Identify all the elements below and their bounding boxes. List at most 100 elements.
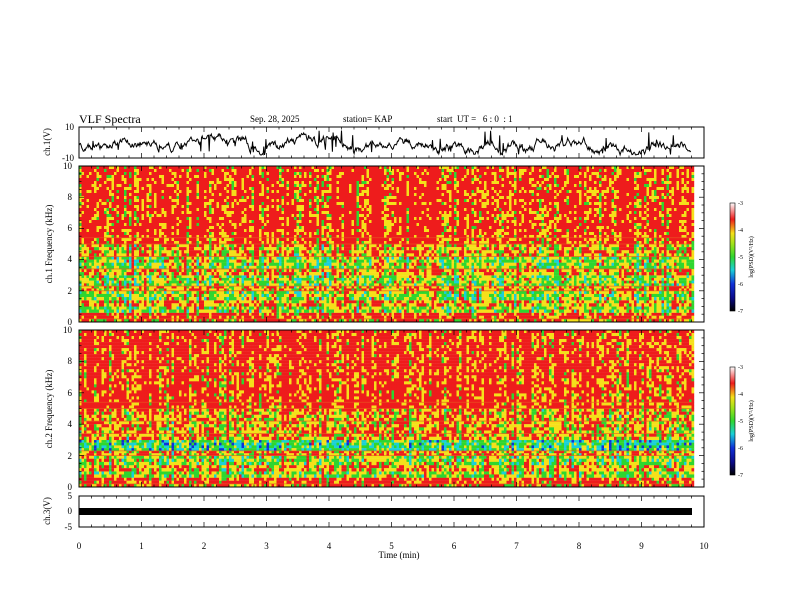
spectrogram-cell [519,310,522,313]
spectrogram-cell [437,313,440,316]
spectrogram-cell [479,313,482,316]
spectrogram-cell [522,306,525,309]
spectrogram-cell [129,313,132,316]
spectrogram-cell [397,313,400,316]
spectrogram-cell [442,300,445,303]
spectrogram-cell [277,300,280,303]
spectrogram-cell [419,300,422,303]
spectrogram-cell [479,306,482,309]
spectrogram-cell [587,300,590,303]
spectrogram-cell [222,306,225,309]
spectrogram-cell [104,300,107,303]
spectrogram-cell [517,310,520,313]
spectrogram-cell [257,303,260,306]
spectrogram-cell [444,306,447,309]
spectrogram-cell [599,313,602,316]
spectrogram-cell [652,310,655,313]
spectrogram-cell [369,306,372,309]
spectrogram-cell [252,300,255,303]
spectrogram-cell [444,300,447,303]
spectrogram-cell [172,300,175,303]
spectrogram-cell [284,300,287,303]
spectrogram-cell [617,306,620,309]
spectrogram-cell [224,313,227,316]
spectrogram-cell [194,310,197,313]
spectrogram-cell [427,300,430,303]
spectrogram-cell [402,300,405,303]
spectrogram-cell [264,310,267,313]
spectrogram-cell [147,313,150,316]
spectrogram-cell [127,306,130,309]
spectrogram-cell [639,300,642,303]
spectrogram-cell [487,306,490,309]
spectrogram-cell [522,310,525,313]
spectrogram-cell [449,313,452,316]
spectrogram-cell [454,310,457,313]
spectrogram-cell [497,310,500,313]
spectrogram-cell [387,306,390,309]
spectrogram-cell [552,306,555,309]
spectrogram-cell [504,310,507,313]
spectrogram-cell [219,306,222,309]
spectrogram-cell [294,313,297,316]
spectrogram-cell [89,310,92,313]
spectrogram-cell [172,306,175,309]
spectrogram-cell [492,306,495,309]
spectrogram-cell [294,306,297,309]
spectrogram-cell [577,313,580,316]
spectrogram-cell [414,300,417,303]
spectrogram-cell [124,313,127,316]
spectrogram-cell [322,313,325,316]
spectrogram-cell [537,310,540,313]
spectrogram-cell [559,310,562,313]
spectrogram-cell [309,306,312,309]
spectrogram-cell [154,310,157,313]
spectrogram-cell [649,310,652,313]
spectrogram-cell [569,310,572,313]
spectrogram-cell [432,306,435,309]
spectrogram-cell [634,310,637,313]
spectrogram-cell [542,300,545,303]
spectrogram-cell [614,306,617,309]
spectrogram-cell [599,310,602,313]
spectrogram-cell [679,310,682,313]
spectrogram-cell [282,306,285,309]
spectrogram-cell [157,300,160,303]
spectrogram-cell [624,300,627,303]
spectrogram-cell [292,300,295,303]
spectrogram-cell [372,310,375,313]
spectrogram-cell [572,313,575,316]
spectrogram-cell [347,310,350,313]
spectrogram-cell [379,313,382,316]
spectrogram-cell [424,306,427,309]
spectrogram-cell [304,313,307,316]
spectrogram-cell [262,313,265,316]
spectrogram-cell [604,313,607,316]
spectrogram-cell [207,303,210,306]
spectrogram-cell [144,303,147,306]
spectrogram-cell [94,313,97,316]
spectrogram-cell [379,306,382,309]
spectrogram-cell [549,306,552,309]
spectrogram-cell [504,306,507,309]
spectrogram-cell [569,313,572,316]
spectrogram-cell [604,310,607,313]
spectrogram-cell [89,303,92,306]
spectrogram-cell [689,310,692,313]
spectrogram-cell [667,310,670,313]
spectrogram-cell [502,310,505,313]
spectrogram-cell [597,310,600,313]
spectrogram-cell [232,303,235,306]
spectrogram-cell [404,306,407,309]
spectrogram-cell [204,313,207,316]
spectrogram-cell [352,313,355,316]
spectrogram-cell [524,310,527,313]
spectrogram-cell [137,300,140,303]
spectrogram-cell [239,313,242,316]
spectrogram-cell [344,310,347,313]
spectrogram-cell [189,310,192,313]
spectrogram-cell [359,310,362,313]
spectrogram-cell [234,303,237,306]
spectrogram-cell [169,310,172,313]
spectrogram-cell [649,313,652,316]
